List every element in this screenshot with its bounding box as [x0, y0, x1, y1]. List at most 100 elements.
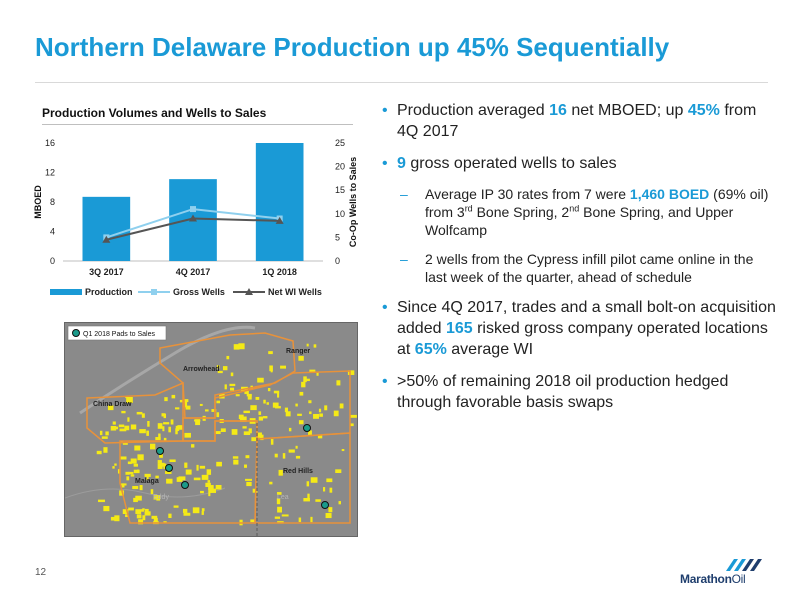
acreage-block	[196, 464, 199, 471]
acreage-block	[258, 416, 264, 421]
acreage-block	[256, 432, 262, 438]
acreage-block	[96, 450, 102, 455]
acreage-block	[122, 442, 128, 445]
terrain-line	[65, 487, 226, 499]
y-axis-label: MBOED	[33, 185, 43, 219]
gross-wells-point	[190, 206, 196, 213]
acreage-block	[272, 402, 279, 408]
acreage-block	[288, 427, 292, 432]
acreage-block	[195, 419, 201, 426]
acreage-block	[99, 430, 103, 436]
y2-tick-label: 0	[335, 256, 340, 266]
acreage-block	[200, 490, 204, 494]
acreage-block	[277, 506, 282, 513]
legend-marker-gross-wells	[151, 289, 157, 295]
acreage-block	[216, 412, 220, 418]
acreage-block	[199, 403, 203, 406]
acreage-block	[295, 455, 301, 459]
river-line	[79, 325, 256, 415]
sub-bullet-ip-rates: Average IP 30 rates from 7 were 1,460 BO…	[382, 185, 777, 239]
county-label: Lea	[277, 494, 289, 501]
acreage-block	[127, 417, 130, 422]
acreage-block	[139, 429, 146, 434]
acreage-block	[136, 514, 142, 519]
acreage-block	[201, 474, 209, 480]
acreage-block	[134, 445, 141, 451]
acreage-block	[303, 378, 310, 382]
acreage-block	[281, 514, 289, 517]
x-tick-label: 3Q 2017	[89, 267, 124, 277]
acreage-block	[173, 505, 179, 508]
acreage-block	[216, 461, 222, 467]
acreage-block	[136, 411, 143, 415]
acreage-block	[317, 435, 323, 439]
acreage-block	[273, 390, 280, 394]
acreage-block	[121, 483, 125, 488]
acreage-block	[158, 433, 161, 440]
acreage-block	[230, 372, 234, 377]
acreage-block	[191, 444, 195, 448]
acreage-block	[328, 507, 333, 513]
acreage-block	[155, 475, 159, 479]
acreage-block	[301, 381, 306, 388]
acreage-block	[220, 428, 226, 432]
acreage-block	[122, 509, 129, 515]
acreage-block	[185, 469, 192, 475]
acreage-block	[310, 477, 318, 483]
acreage-block	[157, 423, 163, 429]
acreage-block	[103, 505, 110, 512]
acreage-block	[105, 431, 109, 436]
acreage-block	[135, 509, 142, 514]
y2-tick-label: 5	[335, 232, 340, 242]
acreage-block	[224, 384, 227, 390]
acreage-block	[119, 428, 127, 432]
acreage-block	[278, 469, 283, 476]
acreage-block	[297, 413, 302, 416]
acreage-block	[206, 469, 212, 475]
acreage-block	[298, 420, 304, 425]
acreage-block	[119, 490, 124, 496]
acreage-block	[163, 422, 170, 425]
acreage-block	[201, 511, 204, 515]
acreage-block	[239, 416, 247, 423]
acreage-block	[313, 344, 317, 348]
acreage-block	[245, 455, 250, 459]
bullet-list: Production averaged 16 net MBOED; up 45%…	[382, 100, 777, 424]
y-tick-label: 16	[45, 138, 55, 148]
acreage-block	[269, 481, 273, 485]
bullet-wells: 9 gross operated wells to sales	[382, 153, 777, 174]
acreage-block	[164, 397, 168, 402]
acreage-block	[233, 459, 239, 465]
acreage-block	[209, 488, 216, 493]
acreage-block	[163, 463, 167, 469]
acreage-block	[222, 366, 228, 371]
acreage-block	[309, 411, 312, 415]
acreage-block	[130, 474, 135, 477]
legend-marker-net-wi-wells	[245, 288, 253, 295]
map-legend-label: Q1 2018 Pads to Sales	[83, 331, 155, 338]
chart-title: Production Volumes and Wells to Sales	[42, 106, 267, 120]
acreage-block	[247, 395, 252, 400]
acreage-block	[157, 463, 163, 469]
legend-swatch-production	[50, 289, 82, 295]
acreage-block	[170, 419, 174, 425]
acreage-block	[255, 396, 260, 400]
acreage-block	[133, 498, 137, 502]
acreage-block	[126, 397, 133, 403]
pad-to-sales-marker	[321, 501, 329, 509]
acreage-block	[250, 519, 255, 523]
acreage-block	[114, 515, 120, 522]
bullet-production: Production averaged 16 net MBOED; up 45%…	[382, 100, 777, 142]
acreage-block	[142, 508, 145, 511]
production-bar	[82, 196, 131, 261]
acreage-block	[316, 371, 319, 376]
acreage-block	[125, 395, 128, 399]
y-tick-label: 4	[50, 227, 55, 237]
pad-to-sales-marker	[303, 424, 311, 432]
acreage-block	[117, 469, 121, 474]
acreage-block	[295, 445, 298, 449]
acreage-block	[120, 456, 127, 460]
acreage-block	[275, 406, 281, 409]
acreage-block	[280, 365, 286, 369]
acreage-block	[277, 392, 280, 398]
